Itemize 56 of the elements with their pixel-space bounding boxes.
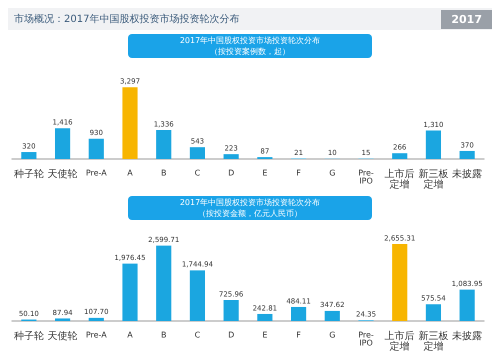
x-tick-label: 未披露 [452, 168, 482, 180]
bar [122, 87, 138, 159]
x-tick-label: 未披露 [452, 330, 482, 342]
x-tick-label: 新三板定增 [418, 168, 448, 190]
x-tick-label: E [262, 168, 268, 178]
x-tick-label: C [194, 330, 201, 340]
x-tick-label: 种子轮 [14, 168, 44, 180]
text: 市场概况：2017年中国股权投资市场投资轮次分布 [13, 12, 240, 26]
bar [392, 244, 408, 321]
bar [290, 306, 306, 321]
x-tick-label: F [296, 168, 302, 178]
chart-title: 2017年中国股权投资市场投资轮次分布 [178, 197, 322, 208]
bar [156, 130, 172, 159]
x-tick-label: 天使轮 [48, 330, 78, 342]
bar [156, 246, 172, 321]
bar [21, 152, 36, 159]
x-tick-label: D [228, 168, 234, 178]
x-tick-label: B [160, 168, 166, 178]
x-tick-label: Pre-A [86, 330, 108, 340]
chart-subtitle: （按投资金额，亿元人民币） [197, 208, 303, 219]
x-tick-label: E [262, 330, 268, 340]
x-tick-label: D [228, 330, 234, 340]
bar [426, 130, 442, 159]
x-tick-label: G [329, 168, 336, 178]
x-tick-label: B [160, 330, 166, 340]
bar [257, 314, 272, 321]
bar [224, 300, 239, 321]
bar [190, 270, 206, 321]
x-tick-label: G [329, 330, 336, 340]
x-tick-label: Pre-IPO [358, 330, 374, 348]
bar [190, 147, 206, 159]
bar [224, 154, 239, 159]
bar [324, 310, 340, 321]
bar [122, 264, 138, 321]
chart-subtitle: （按投资案例数，起） [209, 46, 291, 57]
bar [54, 128, 70, 159]
bar [460, 150, 475, 159]
bar [392, 153, 408, 159]
x-tick-label: 新三板定增 [418, 330, 448, 352]
x-tick-label: A [127, 330, 134, 340]
bar [88, 318, 104, 321]
x-tick-label: 上市后定增 [384, 330, 415, 352]
x-tick-label: 天使轮 [48, 168, 78, 180]
text: 2017 [441, 10, 492, 28]
bar [426, 304, 442, 321]
bar [88, 138, 104, 159]
bar [54, 318, 70, 321]
x-tick-label: F [296, 330, 302, 340]
x-tick-label: Pre-IPO [358, 168, 374, 186]
bar [460, 290, 475, 321]
x-tick-label: 种子轮 [14, 330, 44, 342]
chart-title: 2017年中国股权投资市场投资轮次分布 [178, 35, 322, 46]
x-tick-label: 上市后定增 [384, 168, 415, 190]
x-tick-label: C [194, 168, 201, 178]
x-tick-label: Pre-A [86, 168, 108, 178]
x-tick-label: A [127, 168, 134, 178]
